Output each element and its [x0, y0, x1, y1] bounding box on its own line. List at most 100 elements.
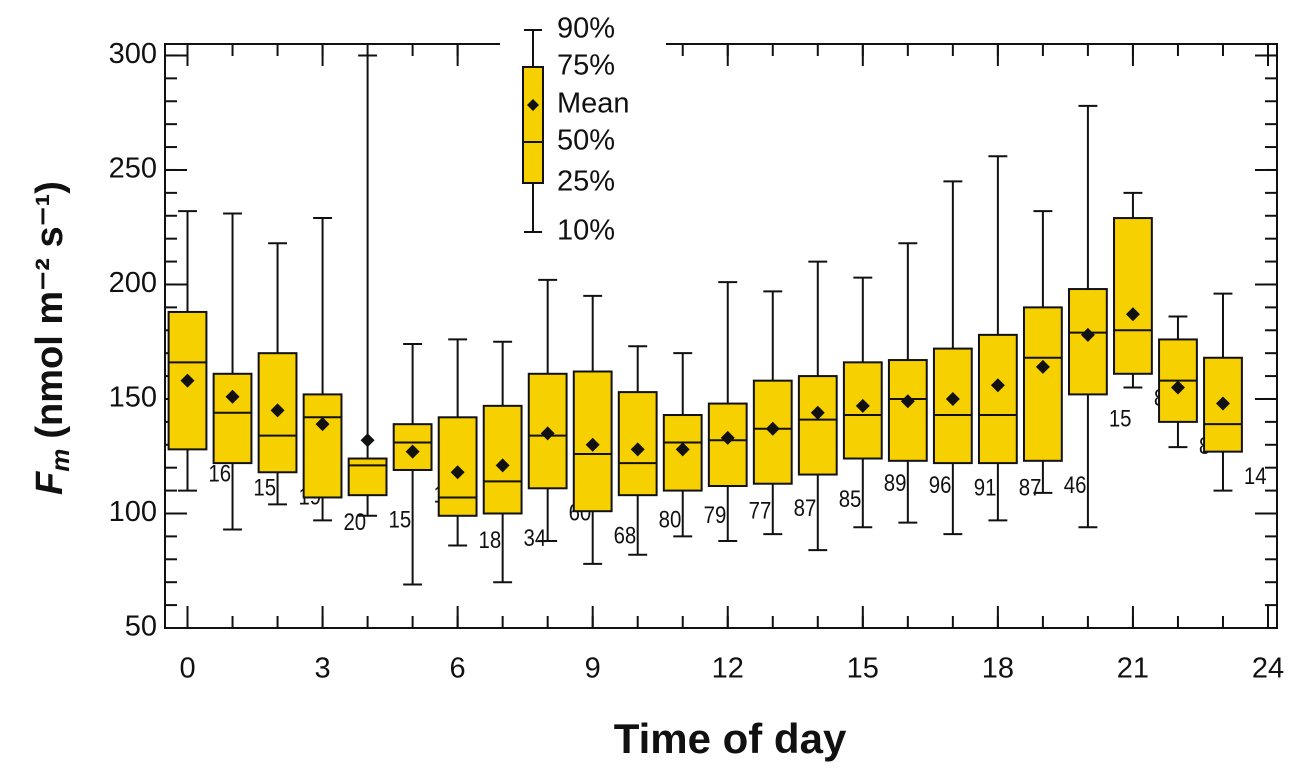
box-group: 79 — [662, 352, 727, 538]
legend-label: 90% — [557, 13, 615, 45]
mean — [180, 373, 195, 388]
box-group: 34 — [482, 340, 547, 584]
x-tick-label: 18 — [982, 653, 1014, 685]
mean — [495, 458, 510, 473]
n-label: 16 — [208, 460, 231, 487]
mean — [1215, 396, 1230, 411]
x-tick-label: 9 — [585, 653, 601, 685]
y-tick-label: 200 — [109, 267, 157, 299]
box-group: 89 — [842, 276, 907, 529]
n-label: 15 — [253, 474, 276, 501]
box — [662, 414, 703, 492]
mean — [225, 389, 240, 404]
legend-label: 50% — [557, 125, 615, 157]
box — [1113, 217, 1153, 375]
n-label: 85 — [839, 485, 862, 512]
box-group: 96 — [887, 242, 952, 524]
mean — [540, 426, 555, 441]
mean — [675, 442, 690, 457]
mean — [270, 403, 285, 418]
box — [887, 359, 928, 462]
box-group: 15 — [1068, 104, 1132, 529]
box-group: 77 — [707, 281, 771, 542]
mean — [315, 417, 330, 432]
n-label: 96 — [929, 472, 952, 499]
x-tick-label: 15 — [847, 653, 879, 685]
x-tick-label: 12 — [712, 653, 744, 685]
mean — [1035, 359, 1050, 374]
n-label: 68 — [614, 522, 637, 549]
y-symbol: F — [29, 470, 71, 495]
x-tick-label: 21 — [1117, 653, 1149, 685]
box-group: 16 — [167, 210, 231, 492]
box — [212, 372, 253, 465]
x-tick-label: 6 — [450, 653, 466, 685]
y-tick-label: 50 — [125, 611, 157, 643]
box-group: 60 — [527, 278, 591, 542]
y-tick-label: 250 — [109, 153, 157, 185]
legend: 90% 75% Mean 50% 25% 10% — [500, 13, 666, 247]
n-label: 79 — [704, 501, 727, 528]
box-group: 87 — [752, 290, 816, 536]
box-group: 15 — [212, 212, 276, 531]
legend-label: 75% — [557, 50, 615, 82]
n-label: 15 — [1109, 405, 1132, 432]
box-group: 15 — [347, 54, 411, 533]
mean — [360, 433, 375, 448]
y-subscript: m — [45, 449, 75, 472]
box — [1022, 306, 1063, 462]
mean — [810, 405, 825, 420]
n-label: 87 — [1019, 474, 1042, 501]
plot-frame — [164, 43, 1278, 629]
box-group: 68 — [572, 294, 637, 565]
mean — [450, 465, 465, 480]
box — [1068, 288, 1108, 396]
n-label: 14 — [1244, 462, 1267, 489]
box-group: 8 — [1158, 315, 1210, 460]
box — [167, 310, 208, 451]
mean — [765, 421, 780, 436]
box-group: 11 — [392, 343, 455, 586]
mean — [720, 430, 735, 445]
n-label: 89 — [884, 469, 907, 496]
box-group: 18 — [437, 338, 502, 554]
mean — [945, 391, 960, 406]
box — [977, 333, 1018, 465]
box-group: 14 — [1203, 292, 1267, 492]
n-label: 20 — [343, 508, 366, 535]
legend-box — [522, 66, 544, 184]
box-group: 91 — [932, 180, 997, 536]
legend-mean — [527, 99, 539, 111]
mean — [405, 444, 420, 459]
y-tick-label: 100 — [109, 496, 157, 528]
mean — [855, 398, 870, 413]
y-axis-title: Fm (nmol m⁻² s⁻¹) — [29, 181, 75, 495]
n-label: 91 — [974, 474, 997, 501]
box-group: 85 — [797, 260, 862, 552]
box — [302, 393, 343, 499]
y-tick-label: 300 — [109, 38, 157, 70]
box — [347, 457, 388, 497]
box-group: 19 — [257, 242, 321, 510]
x-tick-label: 0 — [179, 653, 195, 685]
legend-label: 10% — [557, 215, 615, 247]
n-label: 18 — [479, 527, 502, 554]
box-group: 87 — [977, 155, 1042, 522]
legend-label: Mean — [557, 88, 630, 120]
n-label: 80 — [659, 506, 682, 533]
box-group: 80 — [617, 345, 682, 556]
box-group: 8 — [1113, 191, 1165, 412]
legend-label: 25% — [557, 166, 615, 198]
n-label: 34 — [524, 524, 547, 551]
n-label: 15 — [388, 506, 411, 533]
mean — [1125, 307, 1140, 322]
y-tick-label: 150 — [109, 382, 157, 414]
mean — [990, 378, 1005, 393]
n-label: 46 — [1064, 472, 1087, 499]
mean — [1170, 380, 1185, 395]
x-axis-title: Time of day — [614, 715, 847, 762]
x-tick-label: 24 — [1252, 653, 1284, 685]
mean — [1080, 327, 1095, 342]
mean — [900, 394, 915, 409]
